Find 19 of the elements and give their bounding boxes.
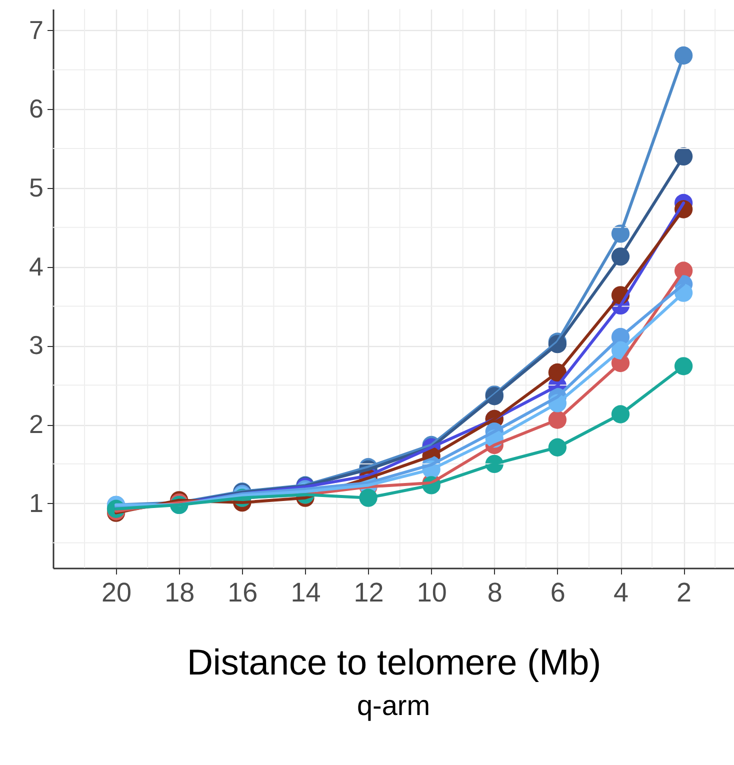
y-tick-label: 4	[29, 251, 44, 282]
y-tick-label: 5	[29, 172, 44, 202]
y-tick-label: 2	[29, 409, 44, 440]
x-tick-label: 18	[164, 578, 195, 608]
x-tick-label: 2	[676, 578, 692, 608]
y-tick-label: 1	[29, 488, 44, 518]
y-tick-label: 6	[29, 94, 44, 124]
x-tick-label: 16	[228, 578, 258, 608]
x-tick-label: 6	[550, 578, 566, 608]
x-tick-label: 10	[416, 578, 447, 608]
y-tick-label: 3	[29, 330, 44, 360]
x-tick-label: 4	[613, 578, 629, 608]
x-tick-label: 12	[354, 578, 384, 608]
x-tick-label: 20	[102, 578, 132, 608]
text: q-arm	[356, 690, 430, 721]
x-axis-title: Distance to telomere (Mb)	[186, 642, 602, 682]
x-tick-label: 8	[487, 578, 502, 608]
y-tick-label: 7	[29, 14, 44, 45]
x-tick-label: 14	[290, 578, 321, 608]
